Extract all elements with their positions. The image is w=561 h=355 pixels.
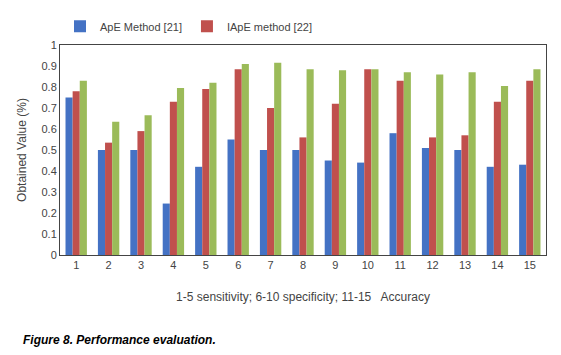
svg-text:Obtained Value (%): Obtained Value (%): [15, 98, 29, 202]
svg-text:0.7: 0.7: [42, 102, 57, 114]
svg-text:0.2: 0.2: [42, 207, 57, 219]
svg-text:5: 5: [203, 259, 209, 271]
svg-text:ApE Method [21]: ApE Method [21]: [100, 21, 182, 33]
svg-text:0: 0: [51, 249, 57, 261]
svg-text:1: 1: [51, 39, 57, 51]
svg-text:Figure 8. Performance evaluati: Figure 8. Performance evaluation.: [23, 333, 216, 347]
svg-text:4: 4: [170, 259, 176, 271]
svg-text:12: 12: [426, 259, 438, 271]
svg-text:0.4: 0.4: [42, 165, 57, 177]
svg-text:14: 14: [491, 259, 503, 271]
svg-text:6: 6: [235, 259, 241, 271]
svg-text:2: 2: [106, 259, 112, 271]
svg-text:0.1: 0.1: [42, 228, 57, 240]
svg-text:IApE method [22]: IApE method [22]: [227, 21, 312, 33]
svg-text:9: 9: [332, 259, 338, 271]
svg-text:11: 11: [394, 259, 405, 271]
svg-text:1-5 sensitivity; 6-10 specific: 1-5 sensitivity; 6-10 specificity; 11-15…: [176, 290, 430, 304]
svg-text:8: 8: [300, 259, 306, 271]
svg-text:15: 15: [524, 259, 536, 271]
svg-text:0.8: 0.8: [42, 81, 57, 93]
svg-text:1: 1: [73, 259, 79, 271]
svg-text:0.6: 0.6: [42, 123, 57, 135]
svg-text:0.5: 0.5: [42, 144, 57, 156]
svg-text:13: 13: [459, 259, 471, 271]
svg-text:7: 7: [268, 259, 274, 271]
svg-text:10: 10: [362, 259, 374, 271]
svg-text:0.9: 0.9: [42, 60, 57, 72]
svg-text:3: 3: [138, 259, 144, 271]
svg-text:0.3: 0.3: [42, 186, 57, 198]
